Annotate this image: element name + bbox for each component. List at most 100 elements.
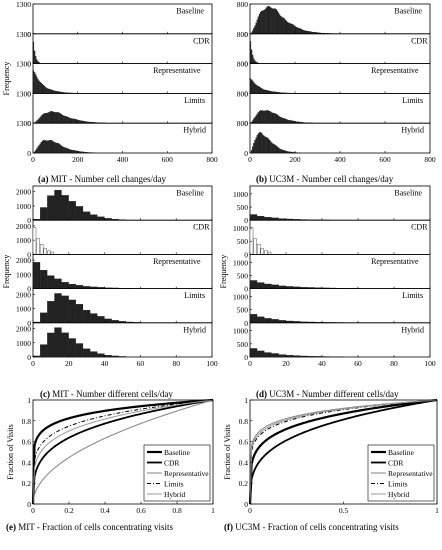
histogram-bar <box>253 82 255 94</box>
cdf-line-cdr <box>249 399 438 505</box>
x-tick-label: 200 <box>72 155 84 164</box>
histogram-bar <box>264 110 266 124</box>
histogram-bar <box>68 149 70 154</box>
histogram-bar <box>261 110 263 124</box>
histogram-bar <box>266 90 268 94</box>
histogram-bar <box>276 114 279 124</box>
histogram-bar <box>276 146 279 154</box>
histogram-bar <box>285 151 288 154</box>
legend-label: CDR <box>388 459 403 468</box>
subplot-cdr: 0 1000 2000 CDR <box>16 219 213 259</box>
histogram-bar <box>45 113 47 124</box>
y-tick-label: 0 <box>27 353 31 362</box>
histogram-bar <box>69 118 71 124</box>
subplot-label-bg <box>169 5 211 16</box>
legend-label: Baseline <box>164 448 190 457</box>
histogram-bar <box>255 115 257 124</box>
subplot-hybrid: 0 1000 2000 Hybrid <box>16 322 213 362</box>
y-tick-label: 0 <box>244 319 248 328</box>
subplot-label: Baseline <box>176 189 204 198</box>
histogram-bar <box>83 348 91 358</box>
subplot-frame <box>249 219 431 255</box>
y-tick-label: 1300 <box>16 60 31 69</box>
legend-label: Hybrid <box>164 490 185 499</box>
y-tick-label: 500 <box>237 271 249 280</box>
histogram-bar <box>254 140 256 154</box>
histogram-bar <box>53 141 55 154</box>
y-tick-label: 0 <box>244 500 248 509</box>
histogram-bar <box>258 86 261 94</box>
legend-label: Limits <box>388 480 408 489</box>
histogram-bar <box>253 118 255 124</box>
x-tick-label: 80 <box>172 359 180 368</box>
histogram-bar <box>257 216 265 221</box>
histogram-bar <box>73 150 75 154</box>
y-tick-label: 1000 <box>233 224 248 233</box>
histogram-bar <box>296 27 298 34</box>
histogram-bar <box>258 13 261 34</box>
histogram-bar <box>68 283 76 289</box>
histogram-bar <box>46 112 48 124</box>
histogram-bar <box>278 147 280 154</box>
histogram-bar <box>72 150 74 154</box>
histogram-bar <box>282 149 284 154</box>
histogram-bar <box>35 74 37 94</box>
histogram-bar <box>276 10 279 34</box>
histogram-bar <box>273 113 275 124</box>
histogram-bar <box>269 6 271 34</box>
x-tick-label: 0.2 <box>64 506 74 515</box>
histogram-bar <box>264 217 272 221</box>
legend-label: Limits <box>164 480 184 489</box>
histogram-bar <box>87 152 89 154</box>
histogram-bar <box>257 16 259 34</box>
histogram-bar <box>303 30 306 34</box>
histogram-bar <box>297 27 299 34</box>
histogram-bar <box>280 117 282 124</box>
histogram-bar <box>41 140 44 154</box>
y-tick-label: 1000 <box>233 190 248 199</box>
histogram-bar <box>55 112 57 124</box>
y-tick-label: 500 <box>237 340 249 349</box>
histogram-bar <box>34 50 36 64</box>
histogram-bar <box>271 8 273 34</box>
subplot-label-bg <box>178 94 211 106</box>
histogram-bar <box>37 119 39 124</box>
histogram-bar <box>266 137 268 154</box>
histogram-bar <box>37 78 39 94</box>
histogram-bar <box>35 150 37 154</box>
y-tick-label: 0 <box>244 353 248 362</box>
histogram-bar <box>255 84 257 94</box>
x-tick-label: 0.8 <box>172 506 182 515</box>
subplot-label-bg <box>178 323 211 335</box>
histogram-bar <box>257 86 259 94</box>
y-tick-label: 1300 <box>16 0 31 9</box>
subplot-limits: 0 1000 2000 Limits <box>16 288 213 328</box>
subplot-label: Limits <box>402 291 423 300</box>
histogram-bar <box>36 59 38 64</box>
histogram-bar <box>45 87 47 94</box>
x-tick-label: 20 <box>65 359 73 368</box>
histogram-bar <box>271 319 279 323</box>
x-tick-label: 0 <box>31 506 35 515</box>
histogram-bar <box>260 87 262 94</box>
histogram-bar <box>88 152 91 154</box>
histogram-bar <box>255 137 257 154</box>
x-tick-label: 20 <box>282 359 290 368</box>
histogram-bar <box>61 114 64 124</box>
subplot-frame <box>32 33 213 64</box>
histogram-bar <box>97 316 105 323</box>
histogram-bar <box>280 16 282 34</box>
histogram-bar <box>51 140 54 154</box>
histogram-bar <box>263 10 265 34</box>
histogram-bar <box>254 25 256 34</box>
histogram-bar <box>90 214 98 221</box>
cdf-line-cdr <box>32 399 214 505</box>
histogram-bar <box>49 111 51 124</box>
histogram-bar <box>251 49 253 64</box>
histogram-panel-b: 0800Baseline0800CDR0800Representative080… <box>237 0 436 164</box>
